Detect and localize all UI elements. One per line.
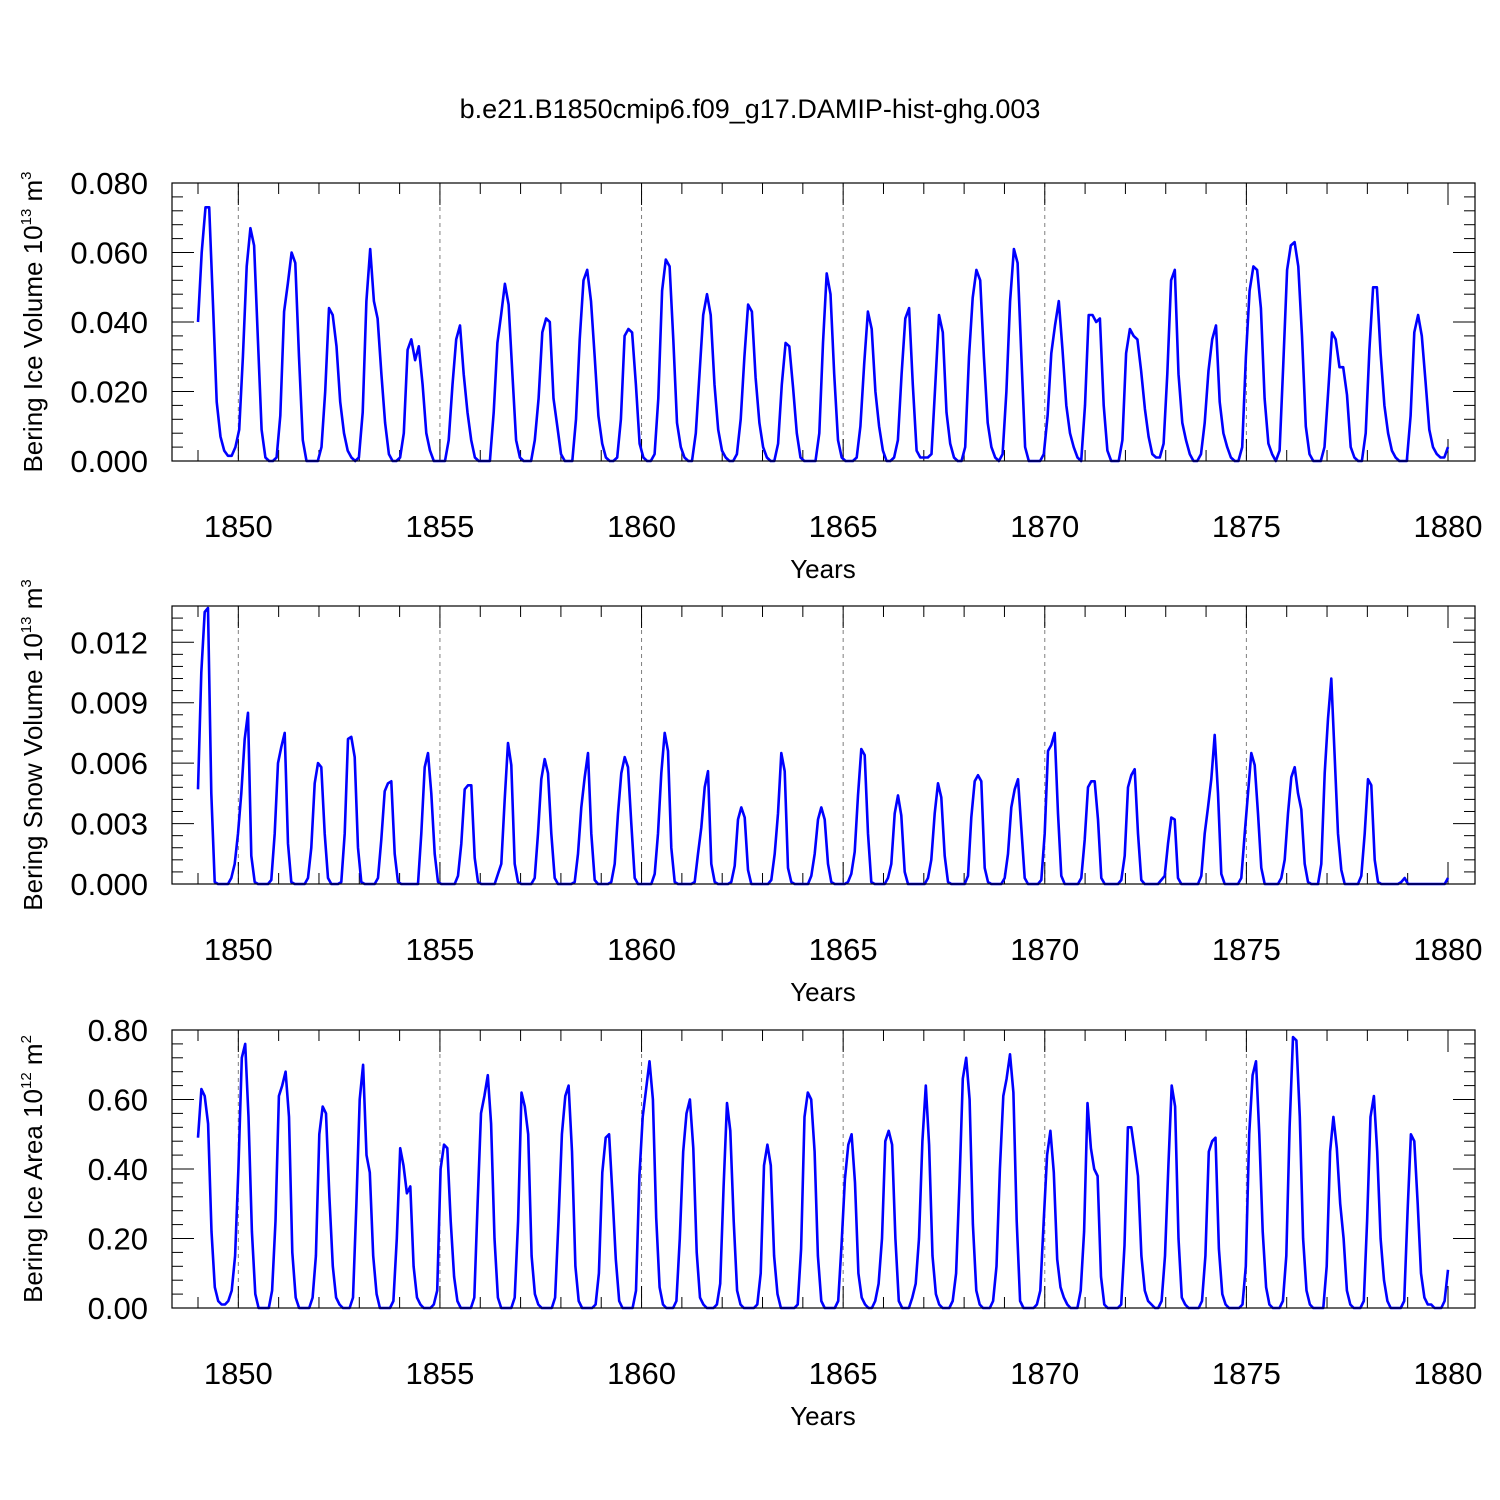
y-tick-label: 0.40 xyxy=(88,1152,148,1187)
panel-snow-volume: 0.000 0.003 0.006 0.009 0.012 1850 1855 1860 186… xyxy=(18,579,1482,1007)
x-tick-label: 1870 xyxy=(1010,1356,1079,1391)
y-axis-title-base: Bering Ice Volume 10 xyxy=(18,225,48,472)
plot-frame xyxy=(171,605,1476,885)
x-tick-label: 1865 xyxy=(809,509,878,544)
series-line-ice-volume xyxy=(196,206,1450,463)
y-axis-title-unit-exponent: 3 xyxy=(18,579,35,587)
x-tick-label: 1880 xyxy=(1414,1356,1483,1391)
y-tick-label: 0.009 xyxy=(70,686,148,721)
x-tick-label: 1860 xyxy=(607,509,676,544)
y-axis-title-base: Bering Ice Area 10 xyxy=(18,1089,48,1303)
x-tick-label: 1880 xyxy=(1414,509,1483,544)
y-axis-title-unit: m xyxy=(18,588,48,617)
plot-frame xyxy=(171,1029,1476,1309)
x-tick-label: 1850 xyxy=(204,932,273,967)
y-tick-label: 0.040 xyxy=(70,305,148,340)
y-tick-label: 0.00 xyxy=(88,1291,148,1326)
y-axis-title-unit: m xyxy=(18,180,48,209)
x-tick-label: 1860 xyxy=(607,932,676,967)
x-tick-label: 1870 xyxy=(1010,509,1079,544)
x-tick-label: 1865 xyxy=(809,1356,878,1391)
y-tick-label: 0.060 xyxy=(70,236,148,271)
y-axis-title-base: Bering Snow Volume 10 xyxy=(18,633,48,911)
plot-frame xyxy=(171,182,1476,462)
x-axis-title: Years xyxy=(790,977,856,1007)
x-tick-label: 1875 xyxy=(1212,509,1281,544)
y-axis-title: Bering Ice Area 1012 m2 xyxy=(18,1035,48,1303)
x-tick-label: 1865 xyxy=(809,932,878,967)
y-tick-label: 0.003 xyxy=(70,807,148,842)
x-tick-label: 1870 xyxy=(1010,932,1079,967)
x-tick-label: 1855 xyxy=(405,1356,474,1391)
panel-ice-volume: 0.000 0.020 0.040 0.060 0.080 1850 1855 1860 186… xyxy=(18,166,1482,584)
y-tick-label: 0.080 xyxy=(70,166,148,201)
x-axis-title: Years xyxy=(790,554,856,584)
x-tick-label: 1850 xyxy=(204,1356,273,1391)
y-axis-title-unit: m xyxy=(18,1043,48,1072)
chart-title: b.e21.B1850cmip6.f09_g17.DAMIP-hist-ghg.… xyxy=(460,94,1041,124)
y-tick-label: 0.20 xyxy=(88,1222,148,1257)
y-axis-title-exponent: 12 xyxy=(18,1072,35,1089)
x-axis-title: Years xyxy=(790,1401,856,1431)
y-tick-label: 0.000 xyxy=(70,867,148,902)
x-tick-label: 1855 xyxy=(405,932,474,967)
x-tick-label: 1880 xyxy=(1414,932,1483,967)
y-tick-label: 0.012 xyxy=(70,625,148,660)
x-tick-label: 1855 xyxy=(405,509,474,544)
y-tick-label: 0.60 xyxy=(88,1083,148,1118)
y-tick-label: 0.80 xyxy=(88,1013,148,1048)
panel-ice-area: 0.00 0.20 0.40 0.60 0.80 1850 1855 1860 1865 1870… xyxy=(18,1013,1482,1431)
x-tick-label: 1850 xyxy=(204,509,273,544)
x-tick-label: 1875 xyxy=(1212,932,1281,967)
x-tick-label: 1860 xyxy=(607,1356,676,1391)
y-axis-title-unit-exponent: 2 xyxy=(18,1035,35,1043)
y-axis-title-exponent: 13 xyxy=(18,209,35,226)
y-tick-label: 0.020 xyxy=(70,375,148,410)
y-axis-title-unit-exponent: 3 xyxy=(18,171,35,179)
y-axis-title: Bering Ice Volume 1013 m3 xyxy=(18,171,48,472)
y-axis-title: Bering Snow Volume 1013 m3 xyxy=(18,579,48,910)
y-tick-label: 0.006 xyxy=(70,746,148,781)
x-tick-label: 1875 xyxy=(1212,1356,1281,1391)
y-tick-label: 0.000 xyxy=(70,444,148,479)
y-axis-title-exponent: 13 xyxy=(18,617,35,634)
